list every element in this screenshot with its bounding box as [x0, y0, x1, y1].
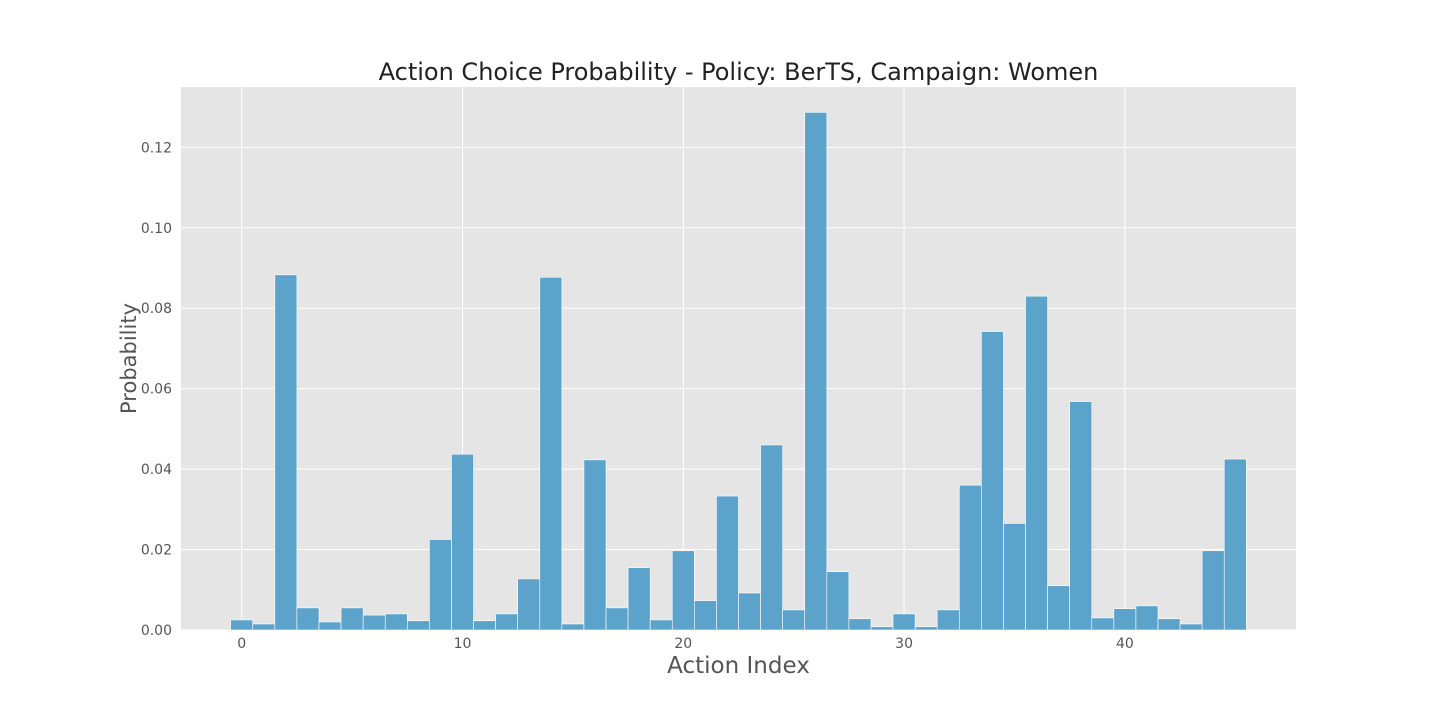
- bar-action-20: [671, 550, 695, 631]
- bar-action-43: [1179, 623, 1203, 631]
- bar-action-41: [1135, 605, 1159, 631]
- x-axis-label: Action Index: [667, 653, 810, 679]
- bar-action-6: [362, 614, 386, 631]
- bar-action-1: [252, 623, 276, 631]
- bar-action-2: [274, 274, 298, 631]
- y-tick-label: 0.04: [141, 462, 172, 478]
- x-tick-label: 10: [454, 636, 472, 652]
- x-tick-label: 20: [674, 636, 692, 652]
- bar-action-5: [340, 607, 364, 631]
- bar-action-28: [848, 618, 872, 631]
- bar-action-35: [1003, 523, 1026, 631]
- bar-action-18: [627, 567, 651, 631]
- bar-action-29: [870, 626, 894, 631]
- y-tick-label: 0.08: [141, 301, 172, 317]
- y-tick-label: 0.02: [141, 543, 172, 559]
- bar-action-31: [914, 626, 938, 631]
- y-tick-labels: 0.00 0.02 0.04 0.06 0.08 0.10 0.12: [141, 140, 172, 639]
- bar-action-3: [296, 607, 320, 631]
- bar-action-25: [782, 609, 806, 631]
- bar-action-4: [318, 621, 342, 631]
- bar-action-42: [1157, 618, 1181, 631]
- bar-action-39: [1091, 617, 1115, 631]
- bar-action-8: [407, 620, 430, 631]
- bar-action-10: [451, 453, 474, 631]
- bar-action-40: [1113, 608, 1137, 631]
- bar-action-44: [1201, 550, 1225, 631]
- y-tick-label: 0.06: [141, 382, 172, 398]
- bar-action-19: [649, 619, 673, 631]
- bar-action-16: [583, 459, 607, 631]
- y-tick-label: 0.12: [141, 140, 172, 156]
- x-tick-label: 40: [1116, 636, 1134, 652]
- bar-action-9: [429, 539, 452, 631]
- bar-action-17: [605, 607, 629, 631]
- bars: [230, 112, 1247, 631]
- x-tick-labels: 0 10 20 30 40: [237, 636, 1134, 652]
- bar-action-24: [760, 444, 783, 631]
- chart-title: Action Choice Probability - Policy: BerT…: [379, 58, 1099, 86]
- bar-action-34: [981, 331, 1004, 631]
- bar-action-26: [804, 112, 828, 631]
- bar-action-23: [738, 592, 761, 631]
- bar-action-12: [495, 613, 519, 631]
- bar-action-22: [716, 495, 739, 631]
- bar-action-36: [1025, 295, 1048, 631]
- bar-action-38: [1069, 401, 1093, 631]
- bar-action-0: [230, 619, 254, 631]
- bar-action-13: [517, 578, 541, 631]
- bar-action-21: [694, 600, 717, 631]
- bar-action-30: [892, 613, 916, 631]
- bar-action-14: [539, 276, 563, 631]
- gridlines: [181, 87, 1296, 631]
- bar-action-33: [958, 484, 982, 631]
- bar-action-15: [561, 623, 585, 631]
- y-tick-label: 0.10: [141, 221, 172, 237]
- y-tick-label: 0.00: [141, 623, 172, 639]
- bar-action-32: [936, 609, 960, 631]
- bar-action-7: [384, 613, 408, 631]
- x-tick-label: 0: [237, 636, 246, 652]
- y-axis-label: Probability: [117, 303, 141, 414]
- bar-action-37: [1047, 585, 1070, 631]
- bar-action-11: [473, 620, 496, 631]
- bar-action-45: [1223, 458, 1247, 631]
- x-tick-label: 30: [895, 636, 913, 652]
- bar-action-27: [826, 571, 850, 631]
